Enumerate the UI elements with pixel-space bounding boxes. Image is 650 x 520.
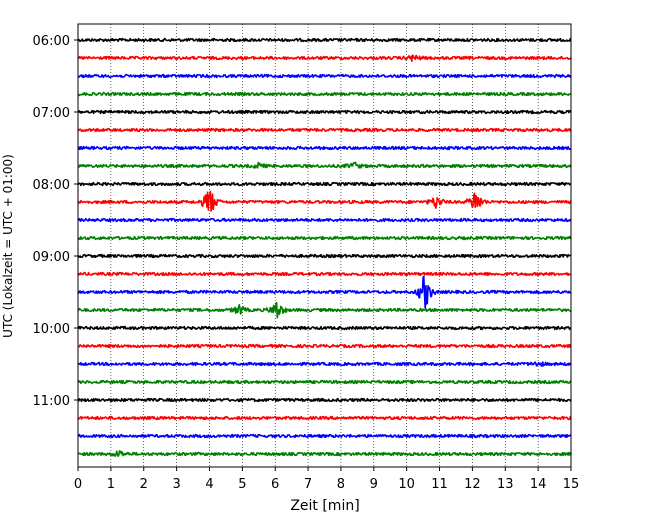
trace-1115 xyxy=(77,415,572,421)
trace-0615 xyxy=(77,54,572,63)
x-axis-ticks: 0 1 2 3 4 5 6 7 8 9 10 11 12 13 14 15 xyxy=(74,467,579,492)
trace-0645 xyxy=(77,91,572,97)
trace-0630 xyxy=(77,73,572,79)
y-tick-label: 06:00 xyxy=(33,34,70,49)
x-tick-label: 9 xyxy=(370,477,378,492)
x-tick-label: 11 xyxy=(431,477,448,492)
plot-area-frame xyxy=(77,23,572,468)
x-tick-label: 7 xyxy=(304,477,312,492)
trace-1000 xyxy=(77,325,572,331)
x-tick-label: 14 xyxy=(530,477,547,492)
trace-0715 xyxy=(77,127,572,133)
trace-1145 xyxy=(77,450,572,457)
y-axis-ticks: 06:00 07:00 08:00 09:00 10:00 11:00 xyxy=(33,34,78,409)
trace-0900 xyxy=(77,253,572,259)
trace-0600 xyxy=(77,37,572,43)
x-tick-label: 5 xyxy=(238,477,246,492)
x-tick-label: 2 xyxy=(140,477,148,492)
trace-0830 xyxy=(77,217,572,223)
y-tick-label: 09:00 xyxy=(33,250,70,265)
y-tick-label: 08:00 xyxy=(33,178,70,193)
trace-0730 xyxy=(77,145,572,151)
x-tick-label: 0 xyxy=(74,477,82,492)
trace-0845 xyxy=(77,235,572,241)
x-tick-label: 15 xyxy=(563,477,580,492)
x-tick-label: 3 xyxy=(172,477,180,492)
seismic-traces xyxy=(77,37,572,457)
x-tick-label: 12 xyxy=(464,477,481,492)
trace-1015 xyxy=(77,343,572,349)
y-tick-label: 07:00 xyxy=(33,106,70,121)
x-tick-label: 4 xyxy=(205,477,213,492)
trace-1030 xyxy=(77,361,572,367)
trace-0700 xyxy=(77,109,572,115)
trace-0815 xyxy=(77,190,572,212)
trace-1100 xyxy=(77,397,572,403)
trace-1045 xyxy=(77,379,572,385)
y-tick-label: 10:00 xyxy=(33,322,70,337)
x-tick-label: 6 xyxy=(271,477,279,492)
x-tick-label: 13 xyxy=(497,477,514,492)
trace-0915 xyxy=(77,271,572,277)
trace-0800 xyxy=(77,181,572,187)
x-tick-label: 10 xyxy=(398,477,415,492)
trace-0930 xyxy=(77,275,572,309)
x-tick-label: 8 xyxy=(337,477,345,492)
x-tick-label: 1 xyxy=(107,477,115,492)
trace-0945 xyxy=(77,301,572,319)
x-axis-label: Zeit [min] xyxy=(290,498,359,514)
trace-1130 xyxy=(77,433,572,439)
grid-lines xyxy=(110,24,539,467)
trace-0745 xyxy=(77,161,572,169)
y-axis-label: UTC (Lokalzeit = UTC + 01:00) xyxy=(1,154,15,338)
y-tick-label: 11:00 xyxy=(33,394,70,409)
